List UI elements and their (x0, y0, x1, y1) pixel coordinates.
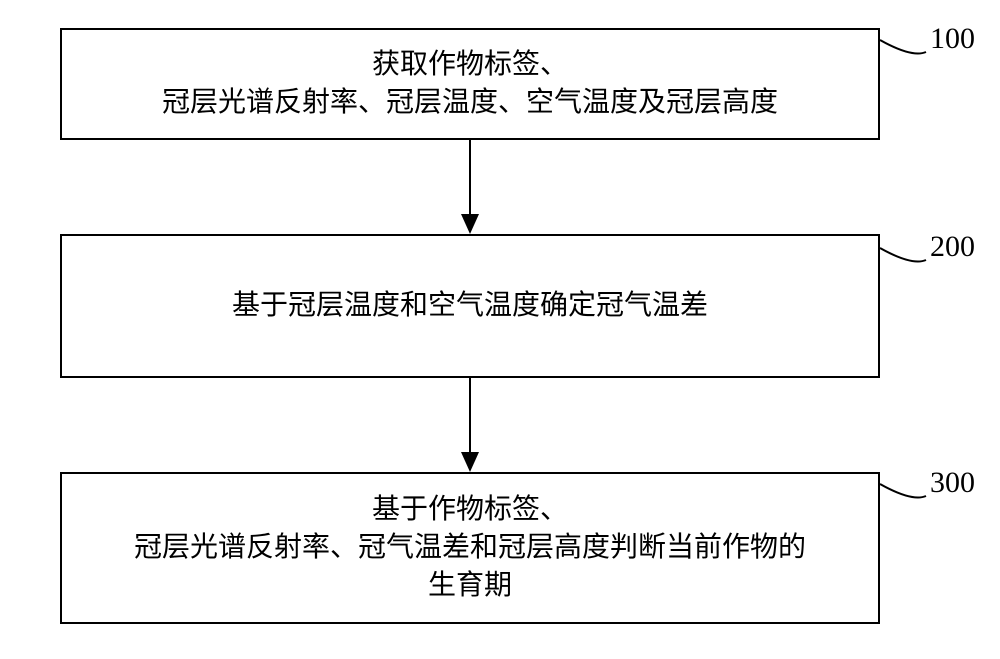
node-tag: 300 (930, 466, 975, 500)
callout-curve (0, 0, 1000, 659)
flowchart-canvas: 获取作物标签、 冠层光谱反射率、冠层温度、空气温度及冠层高度 100 基于冠层温… (0, 0, 1000, 659)
